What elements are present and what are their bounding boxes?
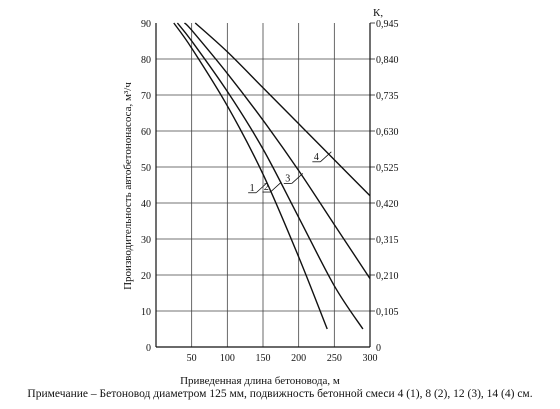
x-tick-label: 150 xyxy=(256,353,271,364)
series-line-1 xyxy=(173,22,328,330)
y-tick-label: 10 xyxy=(141,307,151,318)
axes xyxy=(155,22,375,348)
x-tick-label: 50 xyxy=(187,353,197,364)
x-tick-label: 100 xyxy=(220,353,235,364)
y-tick-label: 80 xyxy=(141,55,151,66)
y-tick-label: 50 xyxy=(141,163,151,174)
y-tick-label: 40 xyxy=(141,199,151,210)
y-axis-title: Производительность автобетононасоса, м³/… xyxy=(122,82,134,290)
x-tick-label: 300 xyxy=(363,353,378,364)
series-leader-1 xyxy=(255,182,268,194)
y2-tick-label: 0,210 xyxy=(376,271,399,282)
series-line-3 xyxy=(184,22,371,279)
y2-tick-label: 0,630 xyxy=(376,127,399,138)
x-tick-label: 250 xyxy=(327,353,342,364)
y2-tick-label: 0,105 xyxy=(376,307,399,318)
chart-note: Примечание – Бетоновод диаметром 125 мм,… xyxy=(27,388,533,400)
series-leader-3 xyxy=(291,173,304,184)
series-label-1: 1 xyxy=(250,183,255,194)
right-axis-title: К, xyxy=(373,7,383,19)
y-tick-label: 30 xyxy=(141,235,151,246)
x-axis-title: Приведенная длина бетоновода, м xyxy=(180,375,340,387)
y-origin-label: 0 xyxy=(146,343,151,354)
series-label-3: 3 xyxy=(285,173,290,184)
y2-tick-label: 0,420 xyxy=(376,199,399,210)
series-label-4: 4 xyxy=(314,152,319,163)
series-leader-2 xyxy=(270,181,282,193)
y2-origin-label: 0 xyxy=(376,343,381,354)
series-label-2: 2 xyxy=(264,182,269,193)
y2-tick-label: 0,945 xyxy=(376,19,399,30)
y-tick-label: 20 xyxy=(141,271,151,282)
series-line-4 xyxy=(194,22,371,197)
y-tick-label: 60 xyxy=(141,127,151,138)
x-tick-label: 200 xyxy=(291,353,306,364)
y2-tick-label: 0,525 xyxy=(376,163,399,174)
y2-tick-label: 0,735 xyxy=(376,91,399,102)
curves: 1 2 3 4 xyxy=(173,22,371,330)
series-line-2 xyxy=(176,22,364,330)
y2-tick-label: 0,840 xyxy=(376,55,399,66)
y2-tick-label: 0,315 xyxy=(376,235,399,246)
series-leader-4 xyxy=(320,151,332,163)
y-tick-label: 90 xyxy=(141,19,151,30)
y-tick-label: 70 xyxy=(141,91,151,102)
grid xyxy=(156,23,370,347)
